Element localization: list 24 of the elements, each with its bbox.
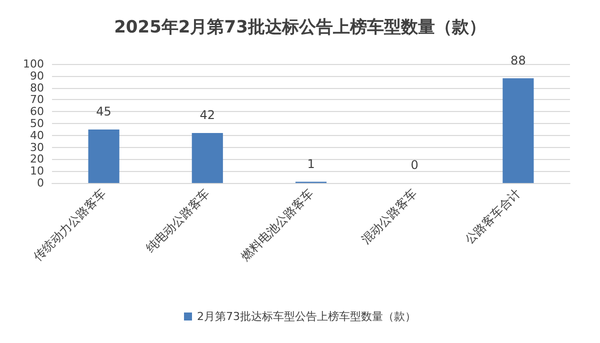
bar bbox=[192, 133, 223, 183]
y-tick-label: 50 bbox=[30, 117, 44, 130]
x-tick-label: 混动公路客车 bbox=[358, 186, 420, 247]
data-label: 1 bbox=[307, 156, 315, 171]
x-tick-label: 纯电动公路客车 bbox=[143, 186, 212, 256]
data-label: 88 bbox=[510, 53, 526, 68]
y-tick-label: 10 bbox=[30, 164, 44, 178]
y-tick-label: 70 bbox=[30, 93, 44, 106]
y-tick-label: 80 bbox=[30, 81, 44, 94]
y-tick-label: 30 bbox=[30, 140, 44, 154]
data-label: 0 bbox=[410, 158, 418, 172]
legend-label: 2月第73批达标车型公告上榜车型数量（款） bbox=[197, 310, 416, 323]
x-tick-label: 燃料电池公路客车 bbox=[238, 186, 316, 264]
chart-title: 2025年2月第73批达标公告上榜车型数量（款） bbox=[114, 18, 486, 38]
data-label: 45 bbox=[96, 104, 112, 118]
x-tick-label: 公路客车合计 bbox=[462, 186, 524, 247]
y-tick-label: 100 bbox=[23, 58, 44, 70]
bar bbox=[502, 78, 534, 183]
bar bbox=[88, 129, 120, 183]
y-tick-label: 90 bbox=[30, 69, 44, 82]
y-tick-label: 40 bbox=[30, 128, 44, 142]
y-tick-label: 60 bbox=[30, 105, 44, 118]
y-tick-label: 20 bbox=[30, 152, 44, 166]
data-label: 42 bbox=[200, 108, 216, 122]
